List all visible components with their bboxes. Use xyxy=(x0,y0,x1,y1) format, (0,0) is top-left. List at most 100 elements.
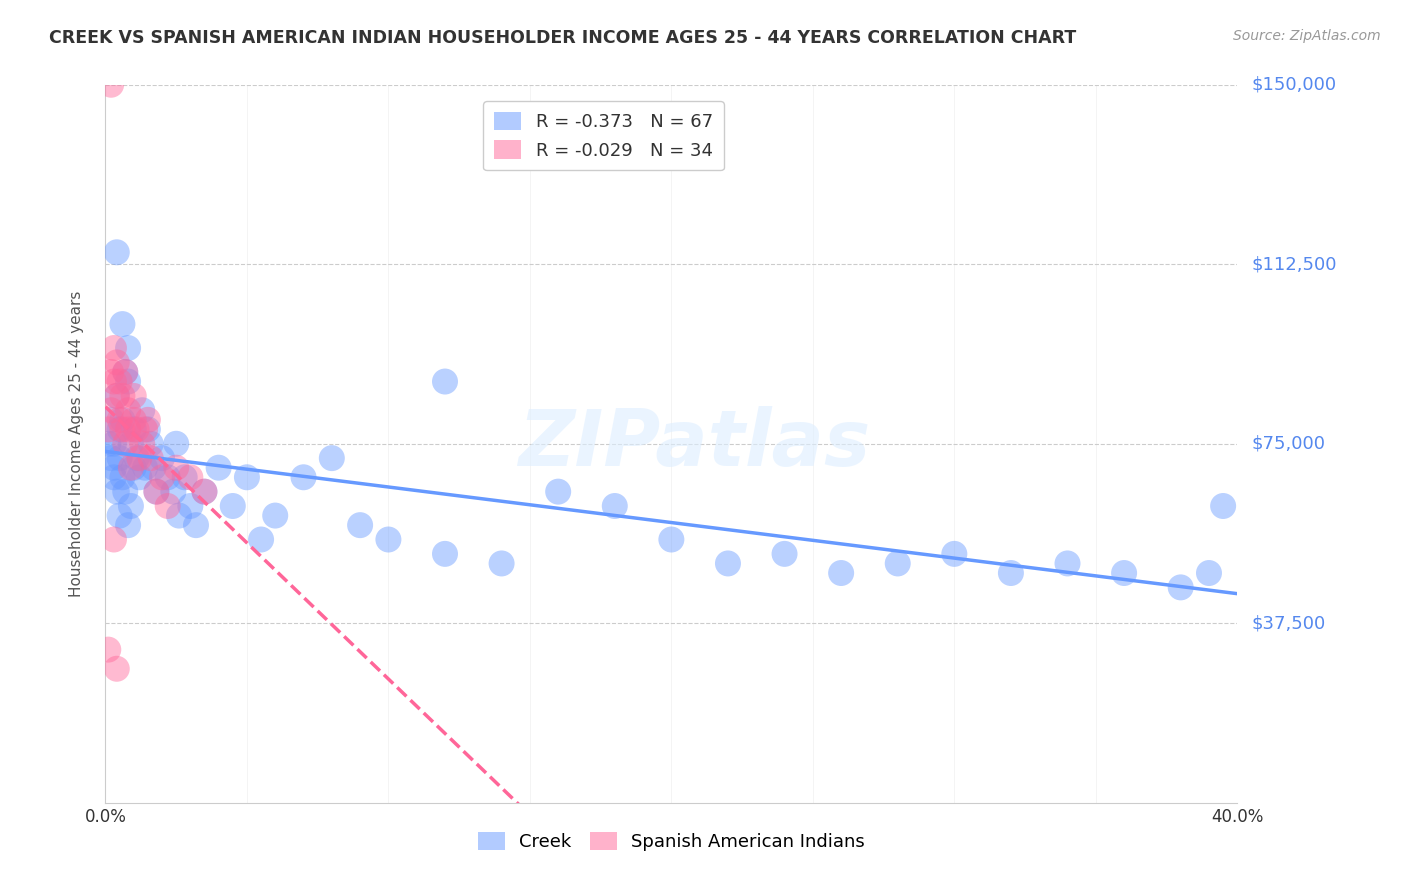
Point xyxy=(156,499,179,513)
Point xyxy=(547,484,569,499)
Point xyxy=(321,451,343,466)
Point xyxy=(103,460,125,475)
Point xyxy=(125,422,148,436)
Point xyxy=(103,533,125,547)
Point xyxy=(131,403,153,417)
Point xyxy=(139,436,162,450)
Text: $150,000: $150,000 xyxy=(1251,76,1336,94)
Point xyxy=(111,470,134,484)
Point xyxy=(120,460,142,475)
Point xyxy=(97,436,120,450)
Point xyxy=(222,499,245,513)
Point xyxy=(179,470,201,484)
Point xyxy=(208,460,231,475)
Point xyxy=(103,470,125,484)
Point xyxy=(105,662,128,676)
Point xyxy=(236,470,259,484)
Point xyxy=(105,245,128,260)
Point xyxy=(111,389,134,403)
Point xyxy=(122,413,145,427)
Point xyxy=(117,518,139,533)
Point xyxy=(661,533,683,547)
Point xyxy=(122,389,145,403)
Point xyxy=(103,341,125,355)
Text: $112,500: $112,500 xyxy=(1251,255,1337,273)
Point xyxy=(150,451,173,466)
Point xyxy=(136,422,159,436)
Point xyxy=(97,642,120,657)
Point xyxy=(167,508,190,523)
Point xyxy=(717,557,740,571)
Point xyxy=(100,78,122,92)
Point xyxy=(165,460,187,475)
Point xyxy=(150,470,173,484)
Point xyxy=(105,484,128,499)
Point xyxy=(1114,566,1136,580)
Text: CREEK VS SPANISH AMERICAN INDIAN HOUSEHOLDER INCOME AGES 25 - 44 YEARS CORRELATI: CREEK VS SPANISH AMERICAN INDIAN HOUSEHO… xyxy=(49,29,1077,46)
Point xyxy=(105,355,128,369)
Point xyxy=(193,484,215,499)
Point xyxy=(433,375,456,389)
Point xyxy=(108,375,131,389)
Point xyxy=(128,470,150,484)
Point xyxy=(120,499,142,513)
Point xyxy=(179,499,201,513)
Point xyxy=(117,341,139,355)
Point xyxy=(491,557,513,571)
Point xyxy=(142,460,165,475)
Point xyxy=(887,557,910,571)
Text: $37,500: $37,500 xyxy=(1251,615,1326,632)
Point xyxy=(1170,581,1192,595)
Point xyxy=(100,413,122,427)
Point xyxy=(139,451,162,466)
Point xyxy=(97,422,120,436)
Point xyxy=(131,436,153,450)
Point xyxy=(108,451,131,466)
Point xyxy=(117,403,139,417)
Point xyxy=(100,403,122,417)
Point xyxy=(1000,566,1022,580)
Point xyxy=(134,460,156,475)
Point xyxy=(114,365,136,379)
Point xyxy=(122,460,145,475)
Point xyxy=(377,533,399,547)
Point xyxy=(165,436,187,450)
Point xyxy=(103,375,125,389)
Legend: Creek, Spanish American Indians: Creek, Spanish American Indians xyxy=(471,824,872,858)
Point xyxy=(1056,557,1078,571)
Point xyxy=(111,413,134,427)
Point xyxy=(111,317,134,331)
Point xyxy=(193,484,215,499)
Point xyxy=(122,422,145,436)
Point xyxy=(264,508,287,523)
Point xyxy=(105,389,128,403)
Point xyxy=(1212,499,1234,513)
Point xyxy=(114,484,136,499)
Point xyxy=(125,451,148,466)
Point xyxy=(103,436,125,450)
Point xyxy=(136,413,159,427)
Point xyxy=(349,518,371,533)
Point xyxy=(1198,566,1220,580)
Point xyxy=(184,518,207,533)
Point xyxy=(292,470,315,484)
Point xyxy=(120,436,142,450)
Text: ZIPatlas: ZIPatlas xyxy=(517,406,870,482)
Point xyxy=(250,533,273,547)
Point xyxy=(145,484,167,499)
Point xyxy=(111,422,134,436)
Point xyxy=(105,389,128,403)
Point xyxy=(162,484,184,499)
Text: $75,000: $75,000 xyxy=(1251,434,1326,453)
Point xyxy=(117,375,139,389)
Point xyxy=(117,422,139,436)
Point xyxy=(156,470,179,484)
Point xyxy=(433,547,456,561)
Point xyxy=(173,470,195,484)
Point xyxy=(100,365,122,379)
Point xyxy=(943,547,966,561)
Point xyxy=(128,451,150,466)
Point xyxy=(773,547,796,561)
Point xyxy=(108,413,131,427)
Point xyxy=(108,508,131,523)
